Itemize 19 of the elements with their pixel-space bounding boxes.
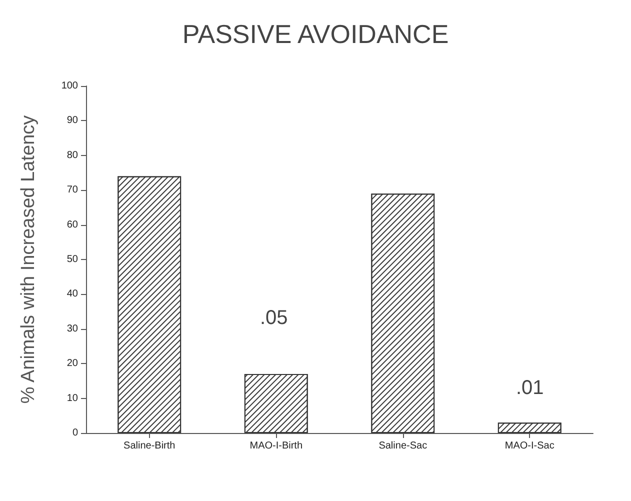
y-tick-label: 90 — [66, 115, 78, 126]
y-tick-label: 20 — [66, 358, 78, 370]
y-tick-label: 50 — [66, 254, 78, 265]
y-tick-label: 60 — [66, 219, 78, 230]
annotation: .05 — [260, 307, 288, 329]
y-tick-label: 80 — [66, 150, 78, 161]
y-tick-label: 40 — [66, 288, 78, 300]
y-tick-label: 100 — [61, 80, 78, 92]
y-tick-label: 0 — [72, 428, 78, 438]
x-tick-label: Saline-Sac — [378, 440, 428, 452]
y-tick-label: 10 — [66, 392, 78, 404]
y-axis-title: % Animals with Increased Latency — [18, 114, 39, 404]
x-tick-label: MAO-I-Birth — [250, 440, 303, 452]
x-tick-label: MAO-I-Sac — [504, 440, 554, 452]
y-tick-label: 30 — [66, 323, 78, 334]
chart-title: PASSIVE AVOIDANCE — [182, 19, 449, 49]
y-tick-label: 70 — [66, 184, 78, 196]
annotation: .01 — [516, 377, 544, 399]
x-tick-label: Saline-Birth — [124, 440, 176, 452]
